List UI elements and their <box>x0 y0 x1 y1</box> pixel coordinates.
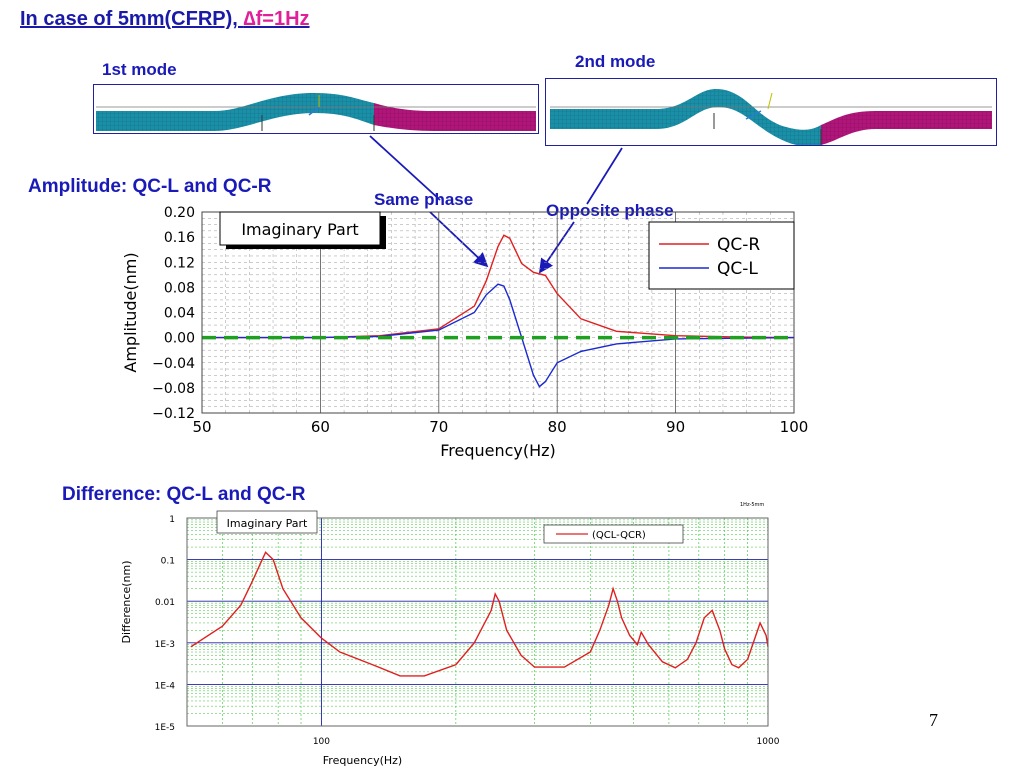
y-tick-label: 0.01 <box>155 598 175 608</box>
y-tick-label: 0.12 <box>164 255 195 271</box>
amplitude-chart-ylabel: Amplitude(nm) <box>121 252 140 372</box>
y-tick-label: 0.1 <box>161 557 175 567</box>
mode2-shape-image <box>545 78 997 147</box>
amplitude-chart-title: Imaginary Part <box>241 220 358 239</box>
difference-chart-series <box>190 551 769 677</box>
y-tick-label: 1E-5 <box>155 723 175 733</box>
x-tick-label: 1000 <box>757 737 780 747</box>
difference-chart-xlabel: Frequency(Hz) <box>323 754 402 767</box>
amplitude-chart-legend: QC-R QC-L <box>648 221 795 290</box>
difference-chart-grid <box>186 517 769 727</box>
y-tick-label: 0.16 <box>164 230 195 246</box>
difference-chart-ylabel: Difference(nm) <box>120 561 133 644</box>
legend-label-qcl-qcr: (QCL-QCR) <box>592 530 646 541</box>
amplitude-chart-title-box: Imaginary Part <box>219 211 386 249</box>
y-tick-label: −0.08 <box>152 381 195 397</box>
series-line-qc-l <box>202 283 795 388</box>
difference-chart-title: Imaginary Part <box>227 517 308 530</box>
mode1-shape-image <box>93 84 539 134</box>
x-tick-label: 90 <box>666 418 685 436</box>
slide-title: In case of 5mm(CFRP), ∆f=1Hz <box>20 8 310 31</box>
difference-chart-frame <box>186 517 769 727</box>
legend-label-qc-l: QC-L <box>717 259 758 279</box>
amplitude-chart-series <box>202 234 795 388</box>
difference-chart-ticks: 1 0.1 0.01 1E-3 1E-4 1E-5 100 1000 <box>155 515 780 747</box>
x-tick-label: 80 <box>548 418 567 436</box>
mode2-label: 2nd mode <box>575 52 656 71</box>
x-tick-label: 50 <box>192 418 211 436</box>
x-tick-label: 60 <box>311 418 330 436</box>
mode1-label: 1st mode <box>102 60 177 79</box>
y-tick-label: 0.00 <box>164 331 195 347</box>
section-difference-heading: Difference: QC-L and QC-R <box>62 484 306 505</box>
mode2-beam-graphic <box>550 89 992 147</box>
y-tick-label: −0.04 <box>152 356 195 372</box>
amplitude-chart-ticks: 50 60 70 80 90 100 0.20 0.16 0.12 0.08 0.04 0.00 −0.… <box>152 205 808 436</box>
y-tick-label: −0.12 <box>152 406 195 422</box>
y-tick-label: 0.20 <box>164 205 195 221</box>
difference-chart-corner-label: 1Hz-5mm <box>740 502 764 508</box>
mode1-beam-graphic <box>96 93 536 131</box>
opposite-phase-label: Opposite phase <box>546 201 674 220</box>
amplitude-chart: 50 60 70 80 90 100 0.20 0.16 0.12 0.08 0.04 0.00 −0.… <box>121 205 808 460</box>
x-tick-label: 100 <box>780 418 809 436</box>
x-tick-label: 70 <box>429 418 448 436</box>
amplitude-chart-xlabel: Frequency(Hz) <box>440 441 556 460</box>
page-number: 7 <box>929 710 938 730</box>
amplitude-chart-frame <box>201 211 795 414</box>
legend-label-qc-r: QC-R <box>717 235 760 255</box>
mode2-connector <box>586 147 623 205</box>
difference-chart-legend: (QCL-QCR) <box>543 524 684 544</box>
title-prefix: In case of 5mm(CFRP), <box>20 8 244 30</box>
series-line-qcl-qcr <box>190 551 769 677</box>
title-accent: ∆f=1Hz <box>243 8 310 30</box>
section-amplitude-heading: Amplitude: QC-L and QC-R <box>28 176 272 197</box>
difference-chart-title-box: Imaginary Part <box>216 510 318 534</box>
y-tick-label: 1E-3 <box>155 640 175 650</box>
y-tick-label: 0.04 <box>164 306 195 322</box>
y-tick-label: 0.08 <box>164 280 195 296</box>
difference-chart: 1 0.1 0.01 1E-3 1E-4 1E-5 100 1000 Frequency(Hz… <box>120 502 780 767</box>
y-tick-label: 1 <box>169 515 175 525</box>
x-tick-label: 100 <box>313 737 330 747</box>
y-tick-label: 1E-4 <box>155 681 176 691</box>
